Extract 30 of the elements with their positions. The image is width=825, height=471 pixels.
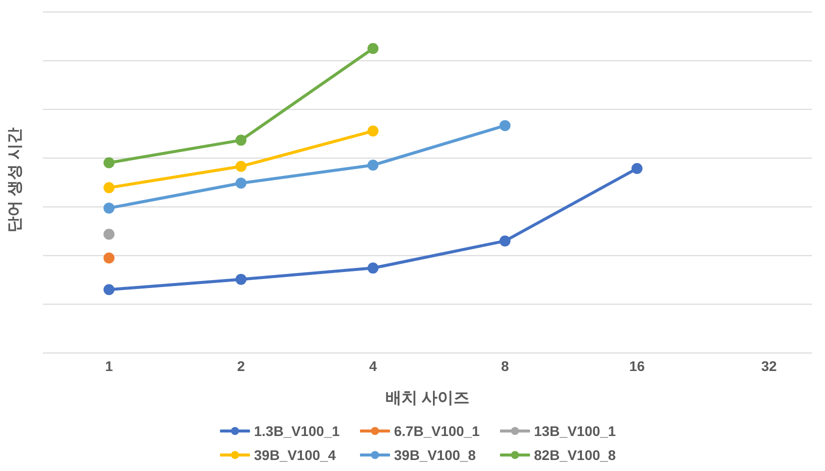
point [236,134,246,146]
point [236,178,246,189]
point [368,262,378,274]
point [104,284,114,296]
point [104,228,114,240]
point [368,126,378,137]
legend-label: 39B_V100_8 [394,447,476,463]
point [500,235,510,246]
x-tick-label: 1 [105,358,114,374]
point [104,157,114,168]
legend-label: 6.7B_V100_1 [394,423,480,439]
point [104,202,114,214]
point [236,160,246,172]
x-tick-label: 32 [761,358,777,374]
legend-label: 82B_V100_8 [534,447,616,463]
legend-label: 13B_V100_1 [534,423,616,439]
x-tick-label: 2 [237,358,246,374]
x-tick-label: 16 [629,358,645,374]
point [500,120,510,132]
legend-label: 39B_V100_4 [254,447,336,463]
point [104,252,114,264]
point [368,160,378,171]
x-tick-label: 8 [501,358,510,374]
x-axis-title: 배치 사이즈 [385,390,470,407]
point [368,43,378,54]
point [104,182,114,194]
x-tick-label: 4 [369,358,378,374]
legend-label: 1.3B_V100_1 [254,423,340,439]
point [632,162,642,174]
point [236,274,246,285]
